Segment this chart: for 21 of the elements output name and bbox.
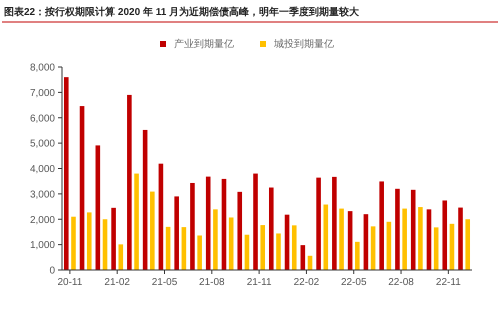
x-tick-label: 21-08 [199,277,226,288]
x-tick-label: 22-08 [388,277,414,288]
y-tick-label: 1,000 [30,240,56,252]
y-tick-label: 0 [49,266,56,276]
x-tick-label: 22-02 [294,277,320,288]
x-tick-label: 21-05 [152,277,178,288]
y-tick-label: 7,000 [30,88,56,99]
x-tick-label: 20-11 [57,277,83,288]
chart-title: 图表22：按行权期限计算 2020 年 11 月为近期偿债高峰，明年一季度到期量较大 [4,6,360,18]
y-tick-label: 5,000 [30,138,56,150]
y-tick-label: 6,000 [30,113,56,124]
y-tick-label: 3,000 [30,189,56,200]
x-tick-label: 21-11 [246,277,272,288]
x-tick-label: 22-05 [340,277,367,288]
x-tick-label: 21-02 [104,277,130,288]
legend-label: 城投到期量亿 [273,38,334,50]
y-tick-label: 2,000 [30,214,56,226]
y-tick-label: 4,000 [30,164,56,175]
y-tick-label: 8,000 [30,62,56,74]
legend-label: 产业到期量亿 [174,38,234,50]
x-tick-label: 22-11 [436,277,462,288]
